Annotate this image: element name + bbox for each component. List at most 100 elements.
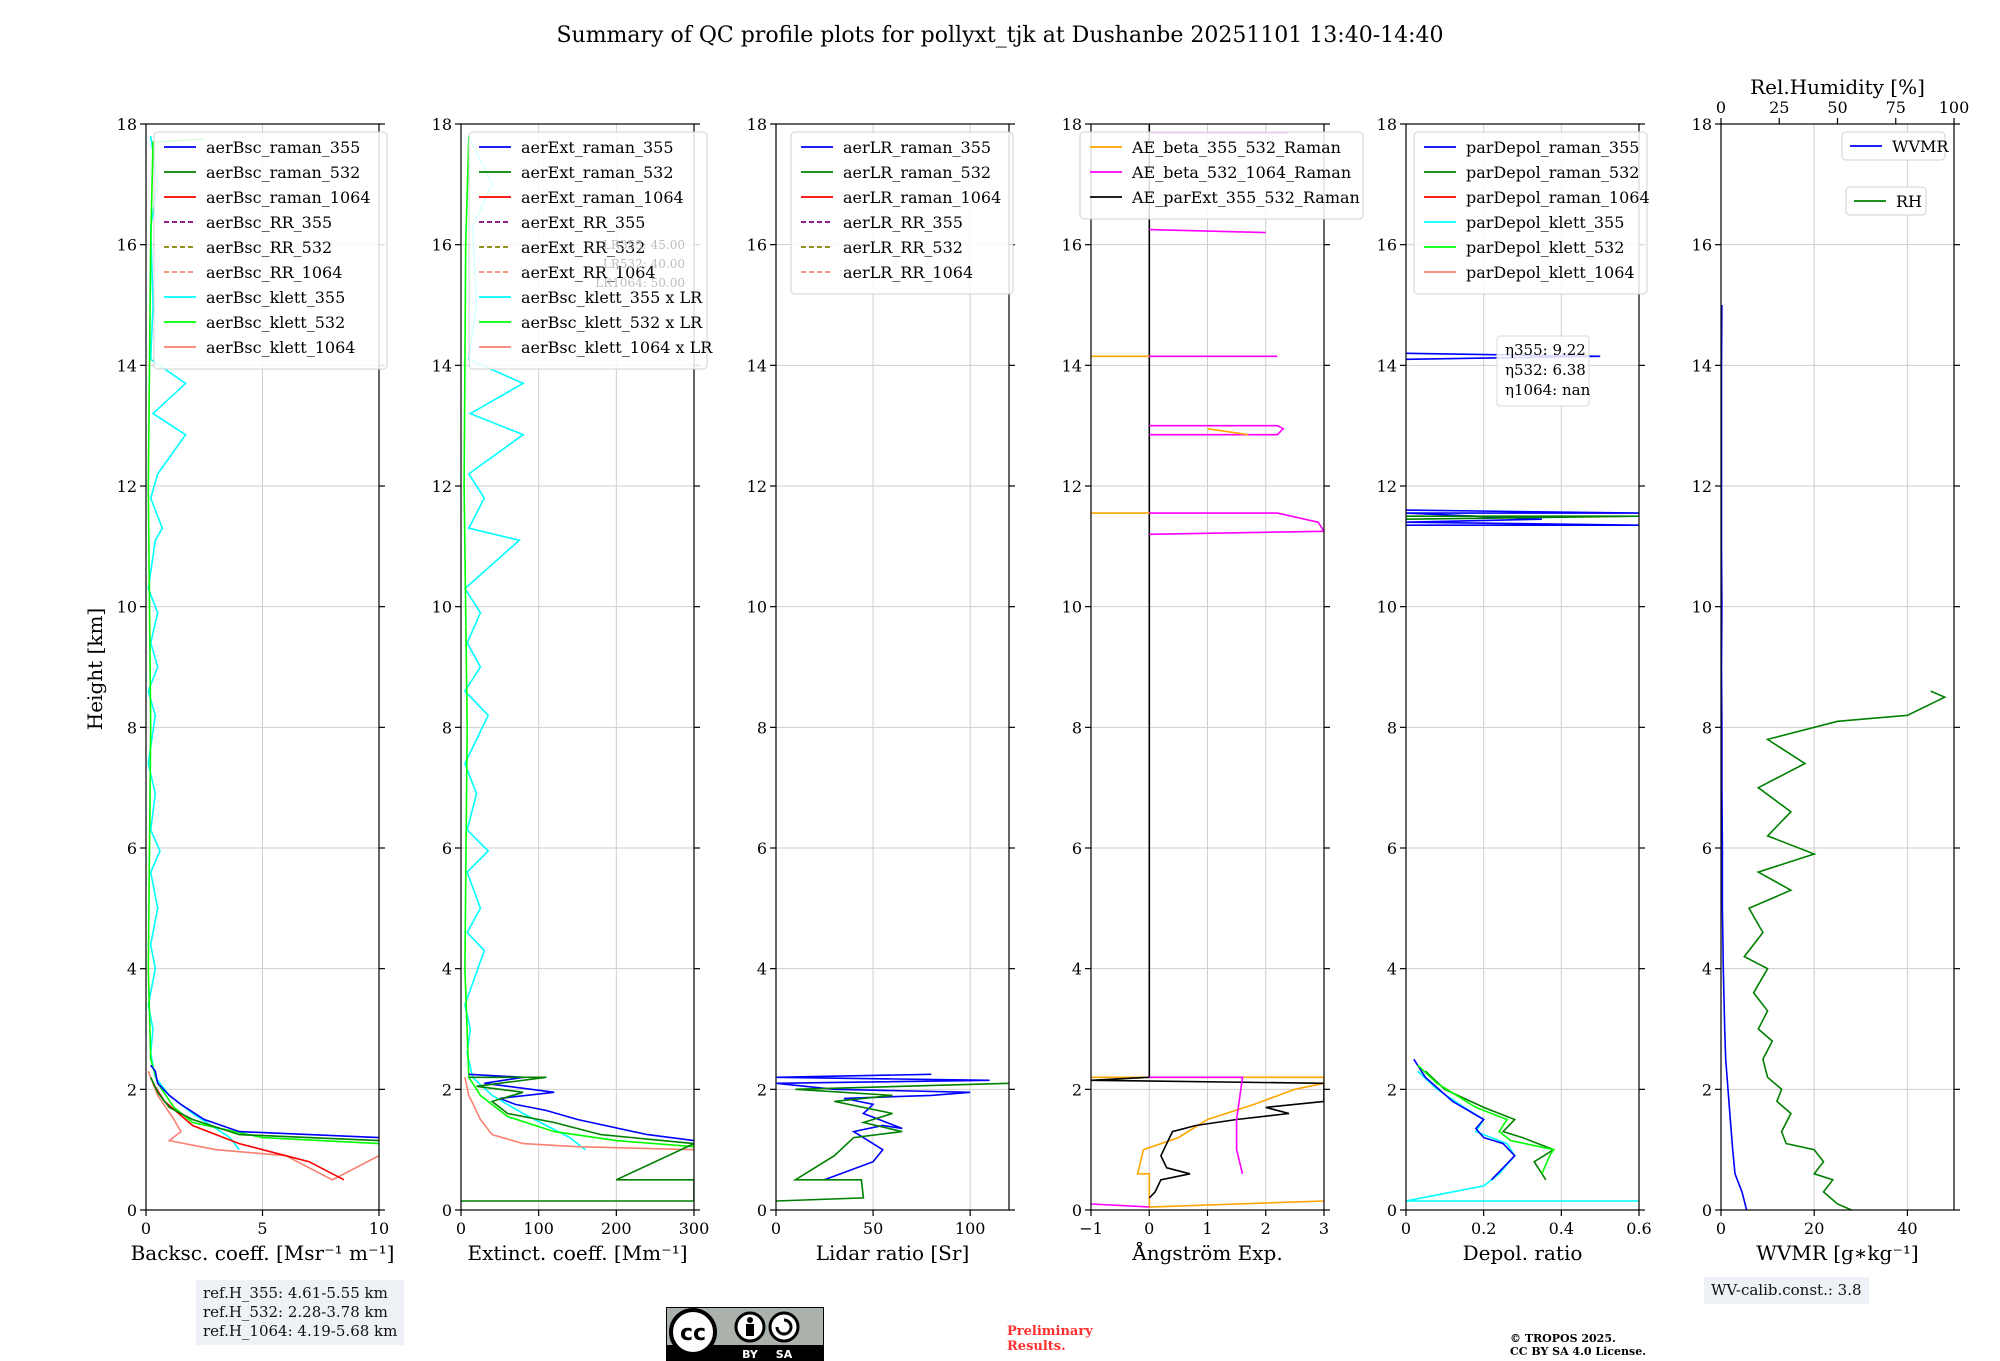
series-aerBsc_raman_532 — [149, 1076, 379, 1142]
series-aerBsc_raman_355 — [150, 1064, 379, 1139]
series-aerLR_raman_355 — [776, 1073, 990, 1181]
y-tick-label: 18 — [432, 115, 452, 134]
legend-label: parDepol_raman_532 — [1466, 163, 1639, 182]
y-tick-label: 10 — [117, 598, 137, 617]
ref-h-355: ref.H_355: 4.61-5.55 km — [203, 1284, 388, 1302]
series-AE_beta_532_1064_Raman — [1149, 424, 1285, 436]
x-axis-label: Lidar ratio [Sr] — [816, 1241, 970, 1265]
y-tick-label: 14 — [1377, 356, 1397, 375]
copyright-note: © TROPOS 2025. CC BY SA 4.0 License. — [1510, 1332, 1646, 1358]
lidar-ratio-note: LR532: 40.00 — [603, 257, 685, 271]
legend-label: aerBsc_klett_355 x LR — [521, 288, 703, 307]
x-axis-label: Extinct. coeff. [Mm⁻¹] — [467, 1241, 687, 1265]
y-tick-label: 4 — [757, 960, 767, 979]
y-tick-label: 8 — [127, 718, 137, 737]
x-axis-label: Ångström Exp. — [1131, 1240, 1282, 1265]
legend-box — [1413, 131, 1648, 295]
y-axis-label: Height [km] — [83, 608, 107, 730]
y-tick-label: 12 — [747, 477, 767, 496]
y-tick-label: 8 — [1702, 718, 1712, 737]
series-AE_beta_532_1064_Raman — [1149, 228, 1266, 234]
top-x-tick-label: 100 — [1939, 98, 1970, 117]
legend-label: parDepol_klett_1064 — [1466, 263, 1635, 282]
y-tick-label: 0 — [1072, 1201, 1082, 1220]
y-tick-label: 0 — [442, 1201, 452, 1220]
eta-label: η355: 9.22 — [1505, 341, 1586, 359]
legend-label: parDepol_klett_532 — [1466, 238, 1624, 257]
legend-box — [468, 131, 708, 370]
wv-calib-const: WV-calib.const.: 3.8 — [1711, 1281, 1862, 1299]
panel-3: 0 2 4 6 8 10 12 14 16 18 0 50 100 Lidar ratio [Sr] aer… — [747, 115, 1015, 1265]
series-WVMR — [1721, 304, 1748, 1210]
legend-label: aerBsc_klett_1064 x LR — [521, 338, 713, 357]
y-tick-label: 18 — [1692, 115, 1712, 134]
eta-box — [1496, 335, 1590, 407]
legend-label: aerBsc_raman_355 — [206, 138, 360, 157]
y-tick-label: 6 — [442, 839, 452, 858]
y-tick-label: 16 — [1062, 236, 1082, 255]
legend-label: aerLR_raman_355 — [843, 138, 991, 157]
y-tick-label: 6 — [757, 839, 767, 858]
legend-label: aerLR_RR_355 — [843, 213, 963, 232]
x-tick-label: 40 — [1897, 1219, 1917, 1238]
eta-label: η532: 6.38 — [1505, 361, 1586, 379]
y-tick-label: 2 — [127, 1080, 137, 1099]
y-tick-label: 2 — [1072, 1080, 1082, 1099]
legend-box — [153, 131, 388, 370]
series-aerBsc_klett_1064 — [147, 1070, 379, 1181]
eta-label: η1064: nan — [1505, 381, 1591, 399]
x-axis-label: Depol. ratio — [1463, 1241, 1583, 1265]
y-tick-label: 0 — [1387, 1201, 1397, 1220]
preliminary-results-note: Preliminary Results. — [1007, 1324, 1093, 1354]
legend-label: aerBsc_RR_1064 — [206, 263, 342, 282]
series-aerExt_raman_532 — [461, 1076, 694, 1202]
y-tick-label: 8 — [442, 718, 452, 737]
y-tick-label: 10 — [432, 598, 452, 617]
panel-1: 0 2 4 6 8 10 12 14 16 18 0 5 10 Backsc. coeff. [Msr⁻¹… — [117, 115, 395, 1265]
series-parDepol_raman_355 — [1413, 1058, 1516, 1181]
top-x-axis-label: Rel.Humidity [%] — [1750, 75, 1925, 99]
legend-label: aerLR_RR_532 — [843, 238, 963, 257]
y-tick-label: 14 — [1062, 356, 1082, 375]
x-tick-label: 0 — [141, 1219, 151, 1238]
series-parDepol_klett_355 — [1406, 1070, 1639, 1202]
x-tick-label: 0.2 — [1471, 1219, 1496, 1238]
ref-h-1064: ref.H_1064: 4.19-5.68 km — [203, 1322, 398, 1340]
series-parDepol_klett_532 — [1417, 1064, 1555, 1175]
x-tick-label: 0.6 — [1626, 1219, 1651, 1238]
legend-label: AE_parExt_355_532_Raman — [1131, 188, 1360, 207]
series-aerBsc_klett_1064 x LR — [464, 1077, 694, 1151]
legend-label: aerBsc_raman_1064 — [206, 188, 371, 207]
legend-label: AE_beta_355_532_Raman — [1131, 138, 1341, 157]
series-AE_beta_532_1064_Raman — [1091, 1203, 1150, 1208]
x-tick-label: 10 — [369, 1219, 389, 1238]
preliminary-line-2: Results. — [1007, 1339, 1066, 1354]
x-tick-label: 0 — [771, 1219, 781, 1238]
y-tick-label: 14 — [432, 356, 452, 375]
y-tick-label: 2 — [1387, 1080, 1397, 1099]
y-tick-label: 14 — [747, 356, 767, 375]
x-tick-label: 100 — [955, 1219, 986, 1238]
legend-label: WVMR — [1892, 137, 1949, 156]
lidar-ratio-note: LR1064: 50.00 — [595, 276, 685, 290]
y-tick-label: 6 — [127, 839, 137, 858]
lidar-ratio-note: LR355: 45.00 — [603, 238, 685, 252]
x-tick-label: 3 — [1319, 1219, 1329, 1238]
y-tick-label: 16 — [432, 236, 452, 255]
top-x-tick-label: 0 — [1716, 98, 1726, 117]
x-tick-label: 0 — [456, 1219, 466, 1238]
y-tick-label: 6 — [1387, 839, 1397, 858]
x-axis-label: WVMR [g∗kg⁻¹] — [1756, 1241, 1918, 1265]
x-tick-label: 200 — [601, 1219, 632, 1238]
series-AE_parExt_355_532_Raman — [1091, 124, 1324, 1199]
x-tick-label: 0 — [1144, 1219, 1154, 1238]
legend-label: aerLR_raman_532 — [843, 163, 991, 182]
y-tick-label: 18 — [1062, 115, 1082, 134]
legend-box — [1841, 131, 1946, 161]
series-parDepol_raman_355 — [1406, 352, 1601, 361]
y-tick-label: 4 — [1387, 960, 1397, 979]
legend-label: aerExt_raman_1064 — [521, 188, 684, 207]
x-tick-label: 2 — [1261, 1219, 1271, 1238]
y-tick-label: 8 — [757, 718, 767, 737]
